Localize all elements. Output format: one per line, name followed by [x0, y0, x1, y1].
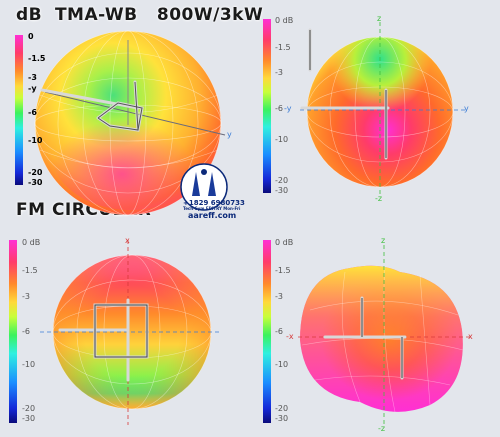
- axis-label-neg-y: -y: [284, 104, 292, 113]
- axis-label-neg-z-bottom: -z: [378, 424, 386, 433]
- logo-phone: +1829 6980733: [183, 199, 245, 207]
- logo-line2: Tech-Sym EDITRY Mon-Fri: [183, 206, 241, 211]
- scale-tick: -3: [28, 73, 37, 82]
- brand-logo-graphic: [180, 163, 228, 211]
- scale-tick: -30: [28, 178, 43, 187]
- logo-url: aareff.com: [188, 211, 237, 220]
- scale-tick: -10: [28, 136, 43, 145]
- axis-label-y: y: [227, 130, 232, 139]
- scale-tick: -6: [275, 327, 283, 336]
- scale-tick: -20: [22, 404, 36, 413]
- scale-tick: -30: [275, 414, 289, 423]
- scale-tick: -30: [275, 186, 289, 195]
- axis-label-z: z: [377, 14, 382, 23]
- scale-tick: -6: [22, 327, 30, 336]
- scale-tick: -1.5: [275, 266, 291, 275]
- scale-tick: -1.5: [22, 266, 38, 275]
- pattern-side-view: [298, 245, 470, 425]
- scale-tick: -20: [275, 176, 289, 185]
- scale-tick: -10: [275, 360, 289, 369]
- scale-tick: -3: [275, 68, 283, 77]
- scale-tick: 0: [28, 32, 34, 41]
- scale-tick: -3: [275, 292, 283, 301]
- scale-bar-top-left: [15, 35, 23, 185]
- scale-tick: -30: [22, 414, 36, 423]
- pattern-top-view: [300, 22, 468, 195]
- pattern-front-view: [40, 240, 222, 425]
- axis-label-y-right: y: [464, 104, 469, 113]
- scale-tick: -1.5: [28, 54, 46, 63]
- scale-tick: -y: [28, 84, 37, 93]
- axis-label-x-right: x: [468, 332, 473, 341]
- scale-bar-bottom-left: [9, 240, 17, 423]
- axis-label-neg-x: -x: [286, 332, 294, 341]
- scale-tick: 0 dB: [275, 238, 294, 247]
- scale-tick: 0 dB: [275, 16, 294, 25]
- axis-label-x-bottom-left: x: [125, 236, 130, 245]
- scale-tick: -6: [28, 108, 37, 117]
- scale-tick: -3: [22, 292, 30, 301]
- scale-tick: -10: [275, 135, 289, 144]
- scale-tick: -10: [22, 360, 36, 369]
- scale-bar-top-right: [263, 19, 271, 193]
- scale-tick: -20: [28, 168, 43, 177]
- scale-tick: -1.5: [275, 43, 291, 52]
- pattern-3d-view: [34, 30, 226, 216]
- scale-tick: -20: [275, 404, 289, 413]
- axis-label-neg-z: -z: [375, 194, 383, 203]
- scale-bar-bottom-right: [263, 240, 271, 423]
- figure-title: dB TMA-WB 800W/3kW: [16, 5, 264, 25]
- axis-label-z-bottom-right: z: [381, 236, 386, 245]
- scale-tick: -6: [275, 104, 283, 113]
- scale-tick: 0 dB: [22, 238, 41, 247]
